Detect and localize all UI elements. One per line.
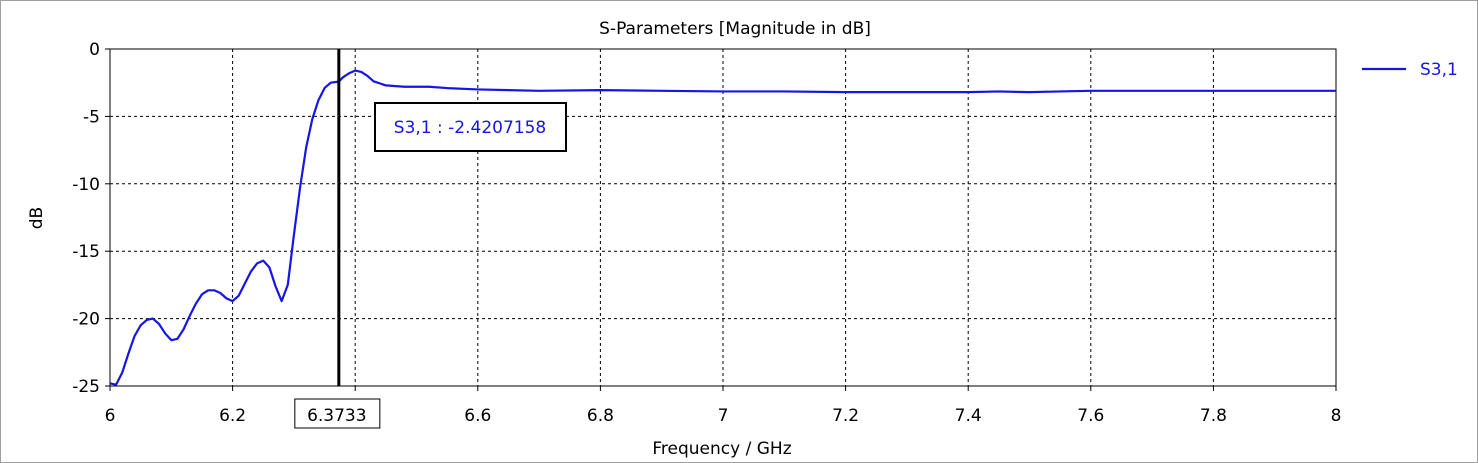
x-tick-label: 7.6 — [1077, 406, 1104, 426]
marker-x-value: 6.3733 — [307, 406, 366, 426]
x-tick-label: 7 — [718, 406, 729, 426]
marker-readout: S3,1 : -2.4207158 — [394, 118, 546, 138]
y-tick-label: -15 — [72, 242, 100, 262]
y-tick-label: -5 — [83, 107, 100, 127]
y-axis-label: dB — [27, 207, 47, 229]
x-tick-label: 7.8 — [1200, 406, 1227, 426]
marker-x-value-box — [294, 398, 381, 429]
x-tick-label: 6.8 — [587, 406, 614, 426]
y-tick-label: -20 — [72, 310, 100, 330]
x-axis-label: Frequency / GHz — [652, 439, 791, 459]
y-tick-label: 0 — [89, 40, 100, 60]
x-tick-label: 6.6 — [464, 406, 491, 426]
chart-title: S-Parameters [Magnitude in dB] — [599, 19, 871, 39]
legend-label-s3-1: S3,1 — [1420, 60, 1458, 80]
marker-readout-box — [374, 102, 567, 152]
x-tick-label: 6 — [105, 406, 116, 426]
x-tick-label: 7.2 — [832, 406, 859, 426]
x-tick-label: 7.4 — [955, 406, 982, 426]
series-line-s3-1 — [109, 69, 1336, 386]
y-tick-label: -10 — [72, 175, 100, 195]
y-tick-label: -25 — [72, 377, 100, 397]
x-tick-label: 8 — [1331, 406, 1342, 426]
x-tick-label: 6.2 — [219, 406, 246, 426]
